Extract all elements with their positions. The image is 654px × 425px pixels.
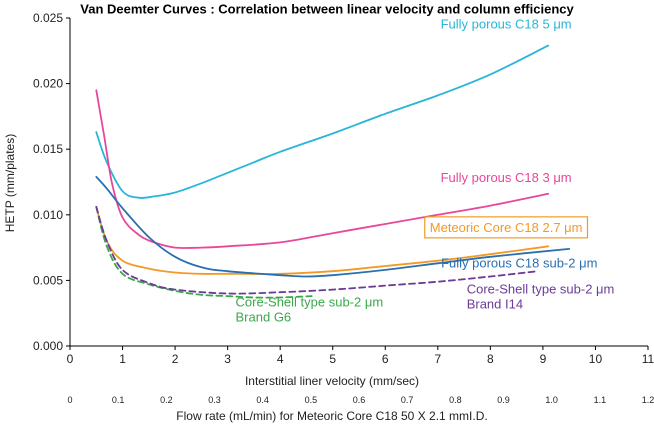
x-axis-label: Interstitial liner velocity (mm/sec) bbox=[245, 374, 419, 388]
y-tick-label: 0.010 bbox=[33, 208, 63, 222]
series-label-5: Brand I14 bbox=[467, 297, 523, 312]
series-label-box-2 bbox=[424, 216, 589, 239]
series-line-0 bbox=[95, 44, 550, 199]
series-label-2: Meteoric Core C18 2.7 μm bbox=[430, 220, 583, 235]
x-tick-label: 3 bbox=[224, 352, 231, 366]
y-tick-label: 0.000 bbox=[33, 339, 63, 353]
x-tick-label: 0 bbox=[67, 352, 74, 366]
x-tick-label: 4 bbox=[277, 352, 284, 366]
x-tick-label: 10 bbox=[589, 352, 603, 366]
series-label-1: Fully porous C18 3 μm bbox=[441, 170, 572, 185]
series-label-4: Brand G6 bbox=[236, 310, 292, 325]
series-label-5: Core-Shell type sub-2 μm bbox=[467, 282, 615, 297]
x2-tick-label: 0.6 bbox=[353, 395, 366, 405]
y-axis-label: HETP (mm/plates) bbox=[3, 134, 17, 232]
x-tick-label: 7 bbox=[434, 352, 441, 366]
plot-area: 0.000 0.005 0.010 0.015 0.020 0.025 0 1 2 3 4 5 6 7 8 9… bbox=[33, 11, 654, 405]
x-tick-label: 6 bbox=[382, 352, 389, 366]
x-tick-label: 8 bbox=[487, 352, 494, 366]
y-tick-label: 0.020 bbox=[33, 77, 63, 91]
x-tick-label: 11 bbox=[642, 352, 654, 366]
x2-tick-label: 0.8 bbox=[449, 395, 462, 405]
x2-tick-label: 1.1 bbox=[594, 395, 607, 405]
x2-tick-label: 1.0 bbox=[545, 395, 558, 405]
x-tick-label: 9 bbox=[540, 352, 547, 366]
y-tick-label: 0.015 bbox=[33, 142, 63, 156]
series-line-1 bbox=[95, 89, 550, 249]
x2-tick-label: 0.2 bbox=[160, 395, 173, 405]
x2-tick-label: 0 bbox=[67, 395, 72, 405]
y-tick-label: 0.025 bbox=[33, 11, 63, 25]
chart-title: Van Deemter Curves : Correlation between… bbox=[80, 2, 574, 17]
x2-tick-label: 0.4 bbox=[256, 395, 269, 405]
series-line-4 bbox=[95, 206, 313, 299]
series-label-0: Fully porous C18 5 μm bbox=[441, 16, 572, 31]
series-label-3: Fully porous C18 sub-2 μm bbox=[441, 255, 597, 270]
x-tick-label: 1 bbox=[119, 352, 126, 366]
x-tick-label: 5 bbox=[329, 352, 336, 366]
x2-tick-label: 0.9 bbox=[497, 395, 510, 405]
series-line-2 bbox=[95, 206, 550, 275]
y-tick-label: 0.005 bbox=[33, 273, 63, 287]
x2-tick-label: 0.3 bbox=[208, 395, 221, 405]
x2-tick-label: 0.7 bbox=[401, 395, 414, 405]
series-label-4: Core-Shell type sub-2 μm bbox=[236, 295, 384, 310]
x2-axis-label: Flow rate (mL/min) for Meteoric Core C18… bbox=[176, 409, 487, 423]
x2-tick-label: 0.5 bbox=[305, 395, 318, 405]
x-tick-label: 2 bbox=[172, 352, 179, 366]
series-line-3 bbox=[95, 175, 571, 278]
series-line-5 bbox=[95, 206, 539, 295]
x2-tick-label: 0.1 bbox=[112, 395, 125, 405]
x2-tick-label: 1.2 bbox=[642, 395, 654, 405]
